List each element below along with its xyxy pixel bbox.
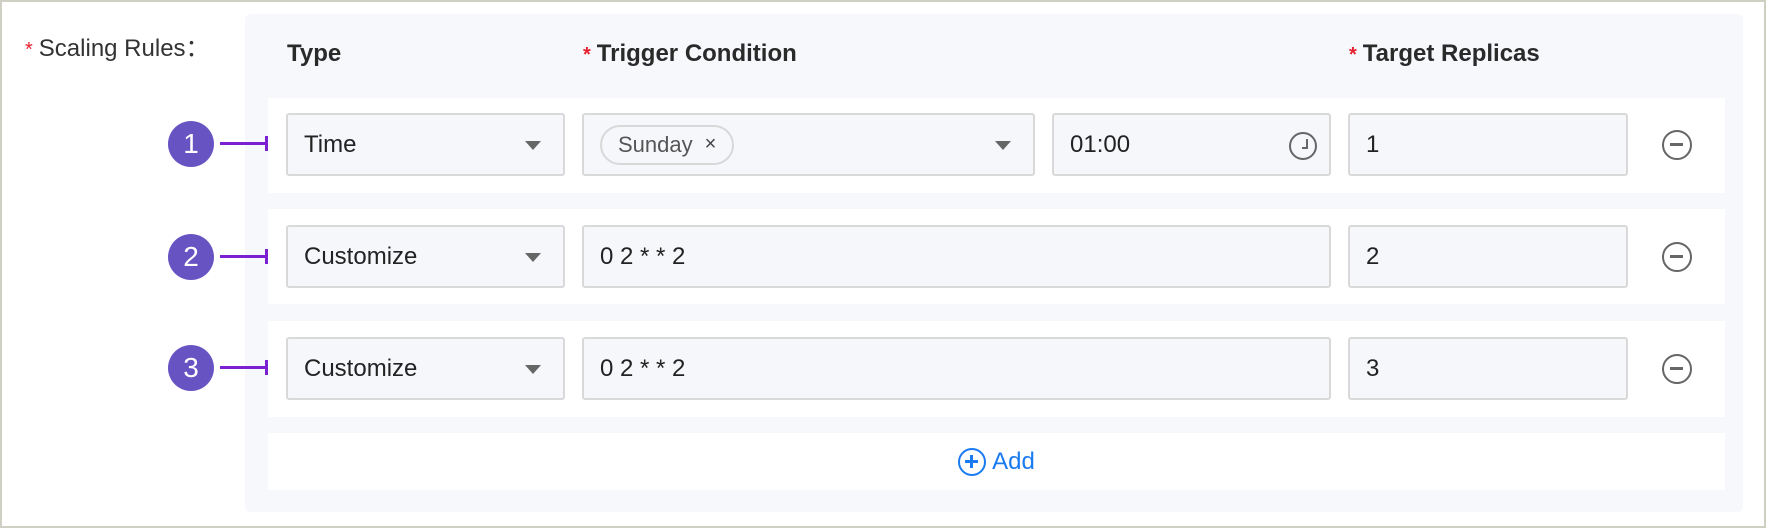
- time-picker[interactable]: 01:00: [1052, 113, 1331, 176]
- type-value: Customize: [304, 354, 418, 382]
- callout-badge: 1: [168, 121, 214, 167]
- chevron-down-icon: [995, 141, 1011, 150]
- callout-badge: 2: [168, 234, 214, 280]
- add-rule-button[interactable]: Add: [268, 433, 1725, 490]
- weekday-select[interactable]: Sunday ×: [582, 113, 1035, 176]
- header-target-text: Target Replicas: [1362, 40, 1540, 67]
- remove-circle-icon[interactable]: [1662, 354, 1692, 384]
- chevron-down-icon: [525, 365, 541, 374]
- plus-circle-icon: [958, 447, 987, 476]
- header-trigger: * Trigger Condition: [583, 40, 797, 68]
- cron-input[interactable]: 0 2 * * 2: [582, 337, 1331, 400]
- type-select[interactable]: Customize: [286, 337, 565, 400]
- replicas-value: 3: [1366, 354, 1380, 382]
- remove-circle-icon[interactable]: [1662, 130, 1692, 160]
- chevron-down-icon: [525, 141, 541, 150]
- rule-row: Time Sunday × 01:00 1: [268, 98, 1725, 193]
- clock-icon: [1289, 132, 1317, 160]
- rule-row: Customize 0 2 * * 2 2: [268, 209, 1725, 304]
- header-trigger-text: Trigger Condition: [596, 40, 797, 67]
- type-value: Time: [304, 130, 357, 158]
- tag-label: Sunday: [618, 131, 693, 157]
- remove-circle-icon[interactable]: [1662, 242, 1692, 272]
- add-row: Add: [268, 433, 1725, 490]
- scaling-rules-label: * Scaling Rules：: [25, 28, 210, 63]
- required-mark: *: [25, 39, 33, 61]
- required-mark: *: [583, 44, 591, 66]
- close-icon[interactable]: ×: [704, 133, 717, 155]
- type-select[interactable]: Time: [286, 113, 565, 176]
- cron-input[interactable]: 0 2 * * 2: [582, 225, 1331, 288]
- type-select[interactable]: Customize: [286, 225, 565, 288]
- callout-connector: [220, 136, 268, 151]
- label-text: Scaling Rules: [38, 35, 186, 62]
- chevron-down-icon: [525, 253, 541, 262]
- replicas-input[interactable]: 1: [1348, 113, 1628, 176]
- replicas-value: 1: [1366, 130, 1380, 158]
- cron-value: 0 2 * * 2: [600, 354, 686, 382]
- replicas-input[interactable]: 3: [1348, 337, 1628, 400]
- header-target: * Target Replicas: [1349, 40, 1540, 68]
- cron-value: 0 2 * * 2: [600, 242, 686, 270]
- time-value: 01:00: [1070, 130, 1131, 158]
- label-colon: ：: [185, 35, 210, 62]
- rule-row: Customize 0 2 * * 2 3: [268, 321, 1725, 417]
- callout-connector: [220, 249, 268, 264]
- required-mark: *: [1349, 44, 1357, 66]
- tag-sunday: Sunday ×: [600, 124, 735, 165]
- callout-badge: 3: [168, 345, 214, 391]
- type-value: Customize: [304, 242, 418, 270]
- add-label: Add: [992, 447, 1035, 475]
- header-type: Type: [287, 40, 342, 67]
- replicas-value: 2: [1366, 242, 1380, 270]
- replicas-input[interactable]: 2: [1348, 225, 1628, 288]
- callout-connector: [220, 360, 268, 375]
